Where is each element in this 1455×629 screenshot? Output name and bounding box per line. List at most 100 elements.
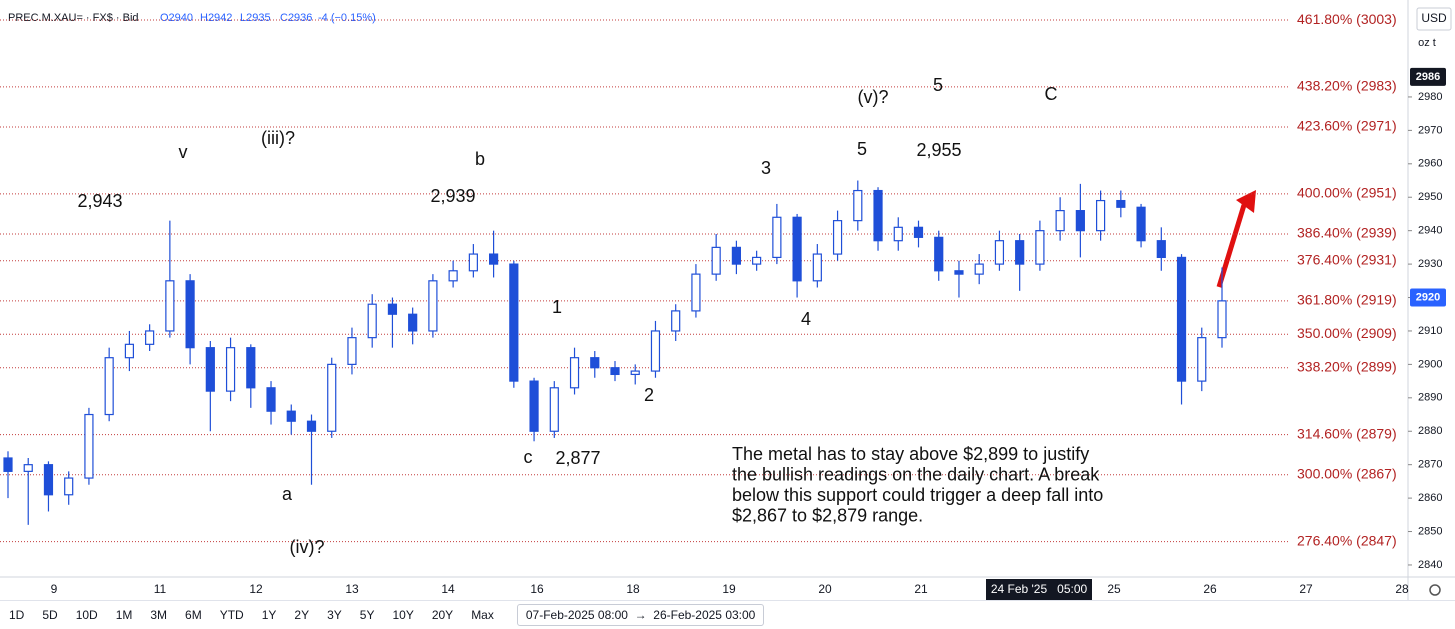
arrow-head	[1236, 190, 1256, 213]
fib-label: 438.20% (2983)	[1297, 78, 1397, 94]
ohlc-value: H2942	[200, 12, 232, 24]
candle-body	[590, 357, 600, 369]
wave-label: (iv)?	[290, 537, 325, 557]
candle-body	[1116, 199, 1126, 208]
y-tick-label: 2880	[1418, 425, 1442, 437]
wave-label: (iii)?	[261, 128, 295, 148]
currency-box[interactable]	[1416, 7, 1452, 31]
candle-body	[1136, 206, 1146, 242]
candle-body	[893, 226, 903, 242]
range-button[interactable]: 6M	[185, 608, 202, 622]
price-tag	[1410, 288, 1446, 307]
y-tick-label: 2870	[1418, 459, 1442, 471]
range-button[interactable]: 3Y	[327, 608, 342, 622]
x-tick-label: 12	[249, 582, 263, 596]
ohlc-value: -4 (−0.15%)	[318, 12, 376, 24]
candle-body	[1015, 240, 1025, 265]
fib-label: 276.40% (2847)	[1297, 532, 1397, 548]
wave-label: 4	[801, 309, 811, 329]
candle-body	[772, 216, 782, 259]
candle-body	[165, 280, 175, 332]
range-button[interactable]: 1Y	[261, 608, 277, 622]
candle-body	[448, 270, 458, 282]
candle-body	[853, 189, 863, 222]
range-button[interactable]: 5D	[42, 608, 58, 622]
unit: oz t	[1418, 37, 1436, 49]
candle-body	[205, 347, 215, 392]
candle-body	[509, 263, 519, 382]
candle-body	[994, 240, 1005, 265]
note-line: The metal has to stay above $2,899 to ju…	[732, 444, 1089, 464]
fib-label: 338.20% (2899)	[1297, 358, 1397, 374]
range-button[interactable]: 20Y	[431, 608, 454, 622]
x-tick-label: 18	[626, 582, 640, 596]
fib-label: 461.80% (3003)	[1297, 11, 1397, 27]
candle-body	[974, 263, 984, 275]
note-line: below this support could trigger a deep …	[732, 485, 1103, 505]
candle-body	[327, 363, 337, 432]
y-tick-label: 2930	[1418, 258, 1442, 270]
fib-label: 350.00% (2909)	[1297, 325, 1397, 341]
candle-body	[266, 387, 276, 412]
wave-label: (v)?	[858, 87, 889, 107]
wave-label: 1	[552, 297, 562, 317]
wave-label: a	[282, 484, 293, 504]
x-tick-label: 14	[441, 582, 455, 596]
arrow	[1216, 204, 1247, 288]
x-tick-label: 20	[818, 582, 832, 596]
candle-body	[913, 226, 924, 238]
wave-label: C	[1045, 84, 1058, 104]
range-button[interactable]: 10Y	[392, 608, 414, 622]
wave-label: b	[475, 149, 485, 169]
candle-body	[468, 253, 478, 272]
price-tag-label: 2986	[1416, 71, 1440, 83]
range-button[interactable]: 1D	[9, 608, 25, 622]
candle-body	[23, 464, 33, 472]
range-button[interactable]: 5Y	[359, 608, 375, 622]
x-tick-label: 16	[530, 582, 544, 596]
y-tick-label: 2970	[1418, 124, 1442, 136]
candle-body	[873, 189, 883, 242]
candle-body	[124, 343, 135, 359]
candle-body	[671, 310, 681, 332]
candle-body	[934, 236, 944, 272]
currency[interactable]: USD	[1421, 11, 1447, 25]
note-line: $2,867 to $2,879 range.	[732, 505, 923, 525]
candle-body	[549, 387, 559, 432]
candle-body	[367, 303, 377, 339]
candle-body	[610, 367, 620, 376]
candle-body	[812, 253, 822, 282]
fib-label: 314.60% (2879)	[1297, 425, 1397, 441]
note-line: the bullish readings on the daily chart.…	[732, 464, 1100, 484]
ohlc-value: O2940	[160, 12, 193, 24]
fib-label: 376.40% (2931)	[1297, 251, 1397, 267]
y-tick-label: 2980	[1418, 91, 1442, 103]
candle-body	[428, 280, 438, 332]
range-button[interactable]: 10D	[75, 608, 98, 622]
date-range[interactable]: 07-Feb-2025 08:00 → 26-Feb-2025 03:00	[516, 604, 765, 626]
candle-body	[246, 347, 256, 389]
x-tick-label: 21	[914, 582, 928, 596]
range-button[interactable]: 1M	[115, 608, 133, 622]
candle-body	[711, 246, 721, 275]
range-button[interactable]: 2Y	[294, 608, 310, 622]
range-button[interactable]: YTD	[219, 608, 244, 622]
range-button[interactable]: 3M	[150, 608, 168, 622]
range-button[interactable]: Max	[471, 608, 494, 622]
y-tick-label: 2840	[1418, 559, 1442, 571]
candle-body	[387, 303, 398, 315]
settings[interactable]	[1429, 584, 1441, 596]
candle-body	[3, 457, 13, 472]
y-tick-label: 2910	[1418, 325, 1442, 337]
candle-body	[792, 216, 802, 282]
x-tick-label: 27	[1299, 582, 1313, 596]
candle-body	[1197, 337, 1207, 382]
price-tag-label: 2920	[1416, 291, 1440, 303]
y-tick-label: 2850	[1418, 525, 1442, 537]
candle-body	[650, 330, 661, 372]
candle-body	[43, 464, 54, 496]
wave-label: 2,939	[430, 186, 475, 206]
candle-body	[1055, 210, 1065, 232]
header: PREC.M.XAU= · FX$ · Bid	[8, 12, 139, 24]
y-tick-label: 2950	[1418, 191, 1442, 203]
